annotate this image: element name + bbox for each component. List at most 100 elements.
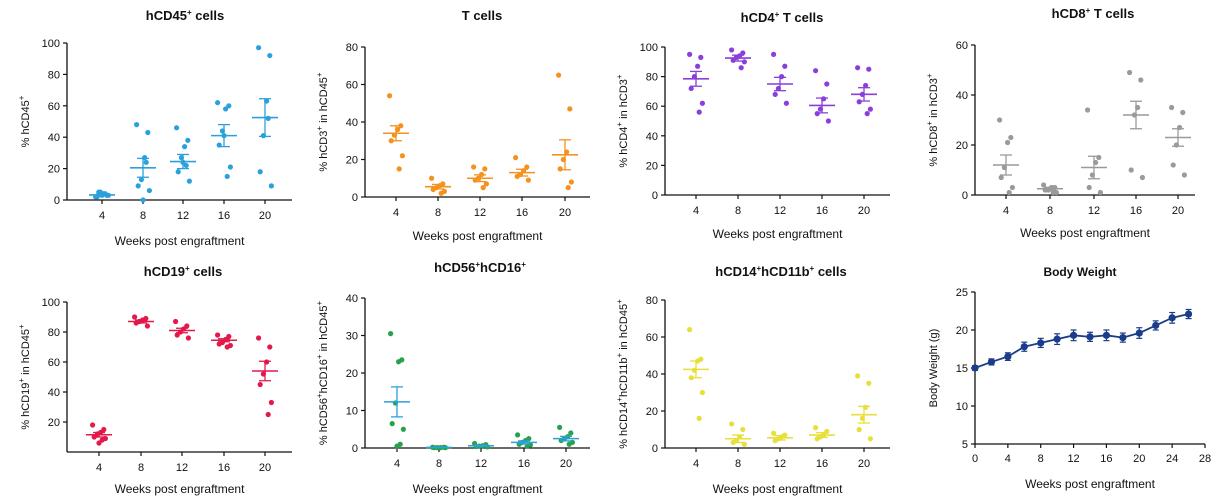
x-tick-label: 12 bbox=[176, 462, 188, 474]
chart-bodyweight: Body Weight 5 10 15 20 25 Body Weight (g) Weeks… bbox=[928, 265, 1211, 491]
data-point bbox=[568, 179, 575, 185]
x-tick-label: 4 bbox=[693, 458, 699, 470]
x-axis-label: Weeks post engraftment bbox=[413, 229, 544, 243]
y-tick-label: 60 bbox=[646, 332, 658, 344]
data-point bbox=[483, 181, 489, 187]
data-point bbox=[1008, 134, 1014, 141]
panel-title: hCD19+ cells bbox=[144, 264, 222, 279]
data-point bbox=[90, 422, 96, 428]
data-point bbox=[1180, 109, 1186, 116]
x-tick-label: 20 bbox=[858, 205, 870, 217]
data-point bbox=[224, 344, 230, 350]
y-tick-label: 0 bbox=[962, 190, 968, 202]
panel-title-part: hCD14 bbox=[715, 264, 757, 279]
data-point bbox=[867, 106, 874, 112]
data-point bbox=[1139, 174, 1145, 181]
x-tick-label: 8 bbox=[138, 462, 144, 474]
y-tick-label: 20 bbox=[646, 406, 658, 418]
data-point bbox=[772, 91, 778, 97]
data-point bbox=[998, 174, 1004, 181]
data-point bbox=[525, 177, 532, 183]
data-point bbox=[556, 72, 562, 78]
x-tick-label: 24 bbox=[1166, 453, 1178, 465]
x-tick-label: 8 bbox=[436, 458, 442, 470]
x-axis-label: Weeks post engraftment bbox=[713, 227, 844, 241]
panel-title-part: T cells bbox=[462, 8, 502, 23]
panel-title-part: + bbox=[756, 264, 761, 273]
panel-title: hCD8+ T cells bbox=[1052, 6, 1135, 21]
data-point bbox=[482, 166, 488, 172]
y-axis-label-part: % hCD3 bbox=[318, 131, 330, 172]
x-tick-label: 8 bbox=[735, 458, 741, 470]
data-point bbox=[814, 111, 820, 117]
data-point bbox=[696, 109, 702, 115]
data-point bbox=[1152, 321, 1160, 330]
y-axis-label-part: + bbox=[17, 95, 26, 100]
y-axis-label-part: Body Weight (g) bbox=[928, 329, 940, 408]
data-point bbox=[864, 111, 870, 117]
data-point bbox=[1138, 77, 1144, 83]
y-tick-label: 40 bbox=[346, 293, 358, 305]
data-point bbox=[524, 164, 530, 170]
panel-title-part: T cells bbox=[1090, 6, 1134, 21]
x-tick-label: 4 bbox=[693, 205, 699, 217]
data-point bbox=[771, 430, 777, 436]
data-point bbox=[729, 47, 735, 53]
data-point bbox=[782, 63, 788, 69]
panel-title-part: T cells bbox=[779, 10, 823, 25]
data-point bbox=[223, 106, 229, 112]
data-point bbox=[1041, 182, 1047, 188]
data-point bbox=[855, 65, 861, 71]
data-point bbox=[215, 100, 221, 106]
x-tick-label: 0 bbox=[972, 453, 978, 465]
data-point bbox=[256, 335, 262, 341]
x-tick-label: 8 bbox=[1047, 205, 1053, 217]
x-tick-label: 16 bbox=[218, 462, 230, 474]
data-point bbox=[515, 432, 521, 438]
data-point bbox=[438, 190, 444, 196]
y-axis-label: % hCD56+hCD16+ in hCD45+ bbox=[315, 301, 330, 446]
y-tick-label: 60 bbox=[346, 80, 358, 92]
panel-title-part: + bbox=[1086, 6, 1091, 15]
data-point bbox=[568, 430, 574, 436]
y-axis-label-part: in hCD45 bbox=[20, 329, 32, 378]
data-point bbox=[824, 81, 830, 87]
data-point bbox=[173, 318, 179, 325]
data-point bbox=[696, 415, 702, 421]
y-tick-label: 80 bbox=[48, 69, 60, 81]
data-point bbox=[741, 59, 748, 65]
y-axis-label-part: + bbox=[615, 397, 624, 402]
data-point bbox=[695, 63, 701, 69]
y-tick-label: 40 bbox=[48, 387, 60, 399]
y-axis-label-part: in hCD45 bbox=[318, 77, 330, 126]
y-axis-label-part: % hCD8 bbox=[928, 126, 940, 167]
data-point bbox=[429, 175, 435, 181]
data-point bbox=[1135, 329, 1143, 337]
y-tick-label: 100 bbox=[42, 297, 60, 309]
y-tick-label: 80 bbox=[646, 295, 658, 307]
x-tick-label: 12 bbox=[177, 210, 189, 222]
y-axis-label-part: + bbox=[17, 324, 26, 329]
y-axis-label-part: + bbox=[17, 378, 26, 383]
x-axis-label: Weeks post engraftment bbox=[115, 482, 246, 496]
data-point bbox=[1086, 333, 1094, 341]
data-point bbox=[140, 197, 146, 203]
panel-title-part: hCD8 bbox=[1052, 6, 1086, 21]
y-tick-label: 5 bbox=[962, 439, 968, 451]
data-point bbox=[215, 332, 221, 338]
y-axis-label-part: % hCD14 bbox=[618, 402, 630, 449]
y-tick-label: 30 bbox=[346, 331, 358, 343]
panel-title-part: cells bbox=[190, 264, 223, 279]
data-point bbox=[1085, 107, 1091, 113]
panel-title-part: cells bbox=[814, 264, 847, 279]
panel-title: hCD56+hCD16+ bbox=[434, 260, 526, 275]
x-tick-label: 4 bbox=[1003, 205, 1009, 217]
data-point bbox=[866, 380, 872, 386]
y-tick-label: 0 bbox=[352, 192, 358, 204]
data-point bbox=[174, 332, 180, 338]
x-tick-label: 20 bbox=[560, 458, 572, 470]
data-point bbox=[265, 411, 271, 418]
